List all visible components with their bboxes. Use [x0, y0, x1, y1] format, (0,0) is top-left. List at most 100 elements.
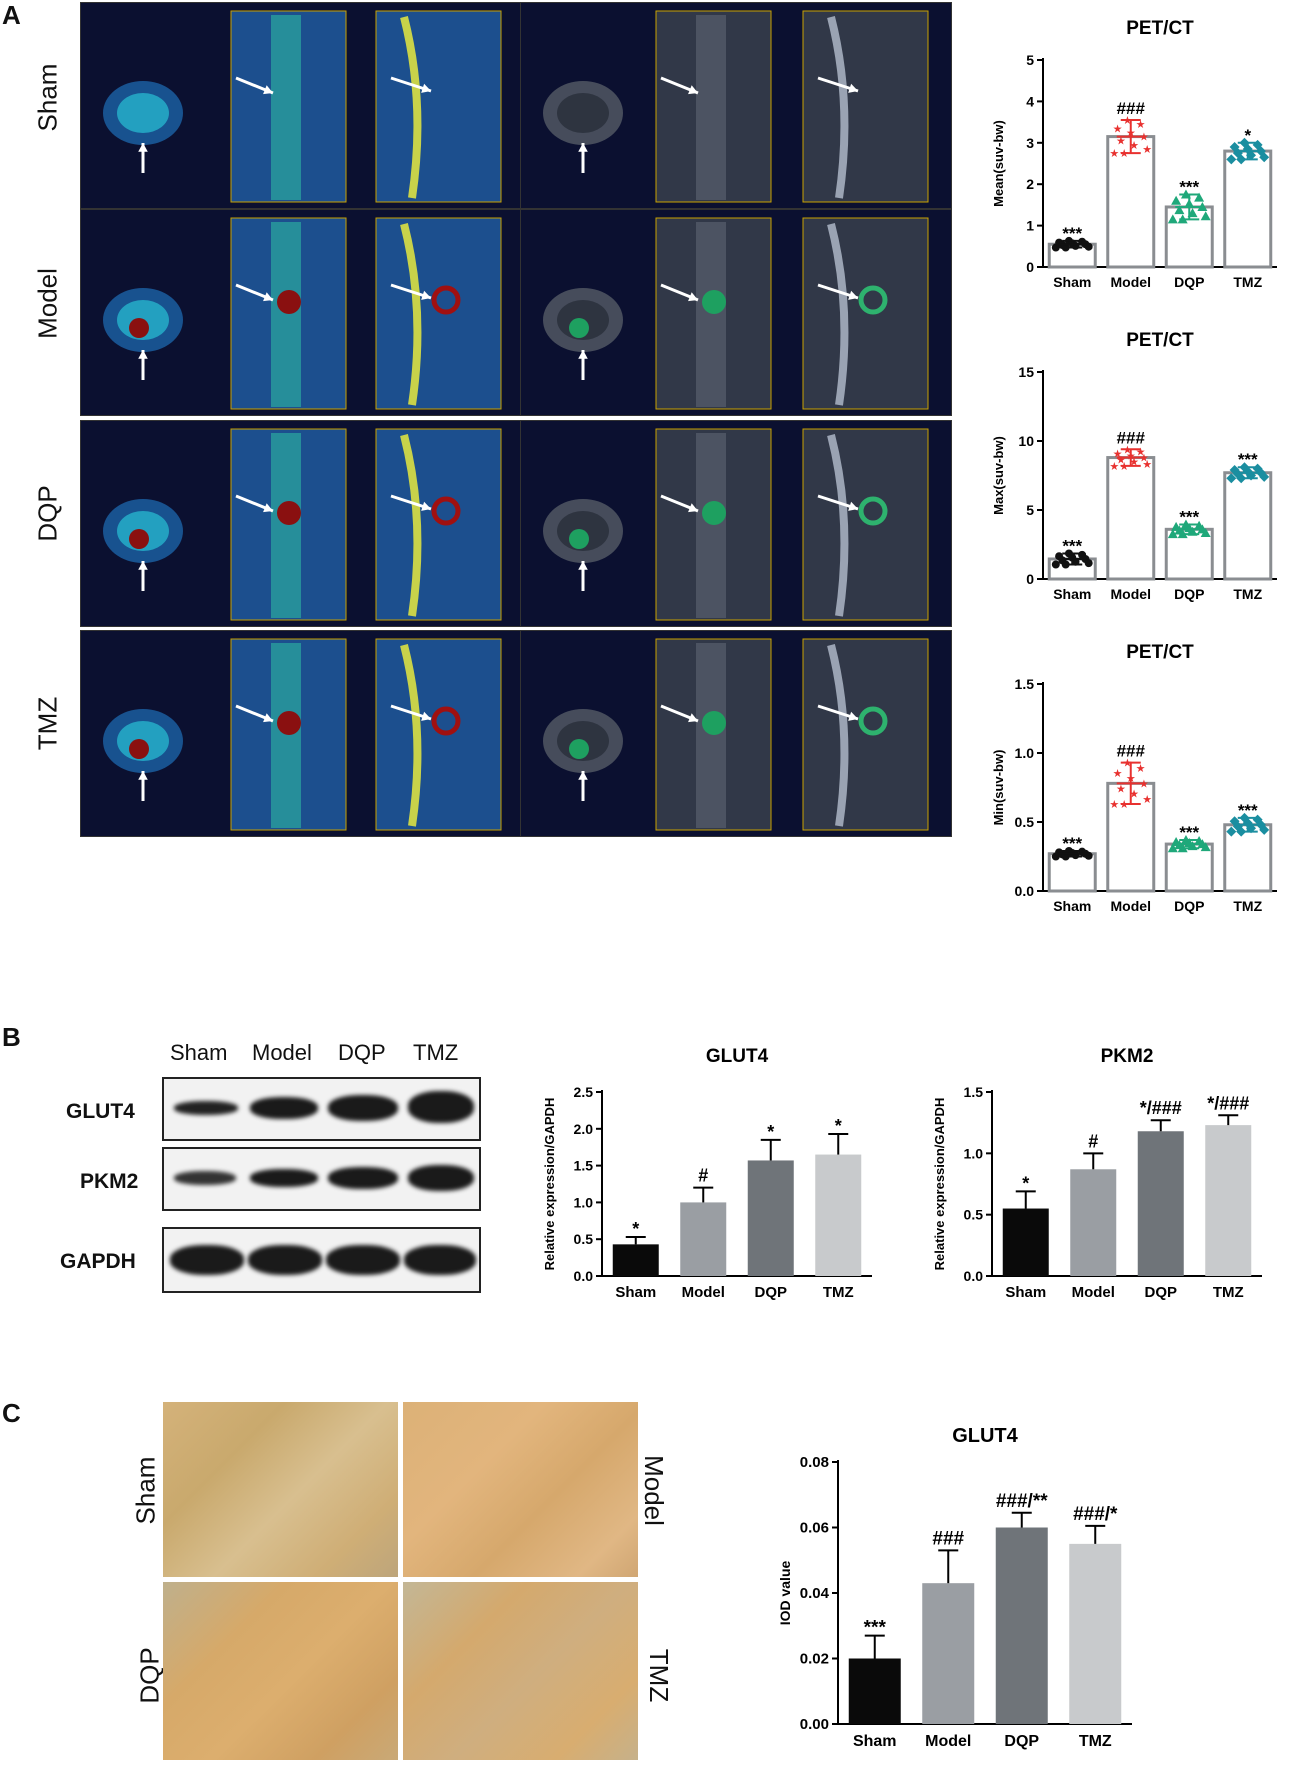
- point: [1252, 463, 1263, 474]
- significance-label: ###/*: [1073, 1504, 1118, 1525]
- x-tick-label: DQP: [754, 1284, 787, 1301]
- x-tick-label: Sham: [615, 1284, 656, 1301]
- bar-sham: [848, 1658, 901, 1724]
- significance-label: ***: [1062, 536, 1082, 555]
- x-tick-label: Model: [1111, 586, 1151, 602]
- significance-label: */###: [1207, 1093, 1249, 1113]
- significance-label: ###: [1117, 99, 1146, 118]
- y-tick-label: 1.5: [1015, 676, 1035, 692]
- bar-tmz: [1223, 471, 1273, 581]
- point: [1259, 824, 1270, 835]
- ihc-image-dqp: [163, 1582, 398, 1760]
- y-axis-label: Min(suv-bw): [991, 750, 1006, 826]
- bar-dqp: [747, 1160, 794, 1276]
- x-tick-label: Sham: [1053, 274, 1091, 290]
- point: ★: [1116, 455, 1126, 467]
- bar-tmz: [1223, 823, 1273, 893]
- point: [1229, 141, 1240, 152]
- bar-dqp: [1137, 1131, 1184, 1276]
- y-axis-label: Max(suv-bw): [991, 436, 1006, 515]
- point: [1259, 152, 1270, 163]
- bar-tmz: [1069, 1543, 1122, 1724]
- x-tick-label: DQP: [1174, 586, 1204, 602]
- y-tick-label: 1.0: [964, 1145, 984, 1161]
- significance-label: ###: [1117, 742, 1146, 761]
- x-tick-label: TMZ: [823, 1284, 854, 1301]
- point: [1167, 843, 1178, 853]
- significance-label: *: [632, 1219, 639, 1239]
- x-tick-label: TMZ: [1233, 898, 1262, 914]
- point: ★: [1129, 789, 1139, 801]
- row-label-sham: Sham: [32, 63, 63, 132]
- point: [1174, 205, 1185, 215]
- bar-sham: [1002, 1208, 1049, 1276]
- point: ★: [1136, 763, 1146, 775]
- point: ★: [1123, 758, 1133, 770]
- point: [1171, 195, 1182, 205]
- lane-label-tmz: TMZ: [413, 1040, 459, 1065]
- petct-max-chart: PET/CTMax(suv-bw)051015***Sham★★★★★★★★★★…: [985, 322, 1285, 617]
- y-tick-label: 5: [1026, 502, 1034, 518]
- bar-tmz: [815, 1154, 862, 1276]
- point: ★: [1113, 123, 1123, 135]
- significance-label: ***: [1238, 450, 1258, 469]
- point: ★: [1116, 784, 1126, 796]
- y-tick-label: 1.0: [574, 1194, 594, 1210]
- chart-title: GLUT4: [706, 1046, 769, 1067]
- lane-label-model: Model: [252, 1040, 312, 1065]
- y-tick-label: 0.00: [800, 1716, 829, 1733]
- bar-model: [680, 1202, 727, 1276]
- x-tick-label: Model: [1111, 274, 1151, 290]
- y-tick-label: 0.0: [1015, 883, 1035, 899]
- y-tick-label: 0.0: [964, 1268, 984, 1284]
- chart-title: PET/CT: [1126, 642, 1194, 663]
- point: [1194, 192, 1205, 202]
- y-tick-label: 1.5: [964, 1084, 984, 1100]
- significance-label: *: [1022, 1173, 1029, 1193]
- point: ★: [1109, 799, 1119, 811]
- point: [1200, 842, 1211, 852]
- bar-tmz: [1205, 1125, 1252, 1276]
- significance-label: #: [698, 1166, 708, 1186]
- glut4-wb-chart: GLUT4 Relative expression/GAPDH 0.0 0.5 1.0 1…: [540, 1036, 880, 1316]
- x-tick-label: DQP: [1174, 898, 1204, 914]
- ihc-label-sham: Sham: [130, 1456, 161, 1525]
- y-tick-label: 2: [1026, 176, 1034, 192]
- point: [1226, 826, 1237, 837]
- blot-label-pkm2: PKM2: [80, 1170, 139, 1193]
- y-tick-label: 2.0: [574, 1121, 594, 1137]
- significance-label: *: [767, 1122, 774, 1142]
- row-label-model: Model: [32, 268, 63, 339]
- point: ★: [1136, 446, 1146, 458]
- x-tick-label: Sham: [1053, 898, 1091, 914]
- x-tick-label: DQP: [1144, 1284, 1177, 1301]
- significance-label: */###: [1140, 1098, 1182, 1118]
- chart-title: PET/CT: [1126, 330, 1194, 351]
- x-tick-label: Model: [1072, 1284, 1115, 1301]
- point: ★: [1113, 448, 1123, 460]
- bar-tmz: [1223, 149, 1273, 269]
- significance-label: ###/**: [996, 1491, 1048, 1512]
- x-tick-label: TMZ: [1213, 1284, 1244, 1301]
- point: ★: [1129, 140, 1139, 152]
- panel-letter-c: C: [2, 1398, 21, 1428]
- ihc-label-tmz: TMZ: [644, 1648, 675, 1703]
- significance-label: ***: [1179, 178, 1199, 197]
- point: ★: [1136, 119, 1146, 131]
- y-tick-label: 15: [1018, 364, 1034, 380]
- point: [1246, 150, 1257, 161]
- significance-label: ***: [1062, 224, 1082, 243]
- pkm2-wb-chart: PKM2 Relative expression/GAPDH 0.0 0.5 1.0 1.…: [930, 1036, 1270, 1316]
- petct-mean-chart: PET/CTMean(suv-bw)012345***Sham★★★★★★★★★…: [985, 10, 1285, 305]
- panel-letter-a: A: [2, 0, 21, 30]
- point: [1200, 527, 1211, 537]
- point: ★: [1142, 144, 1152, 156]
- ihc-image-model: [403, 1402, 638, 1577]
- point: ★: [1109, 461, 1119, 473]
- significance-label: ***: [1179, 507, 1199, 526]
- scan-panel: [80, 2, 532, 209]
- y-tick-label: 0: [1026, 259, 1034, 275]
- point: [1226, 473, 1237, 484]
- significance-label: ***: [864, 1618, 887, 1639]
- lane-label-dqp: DQP: [338, 1040, 386, 1065]
